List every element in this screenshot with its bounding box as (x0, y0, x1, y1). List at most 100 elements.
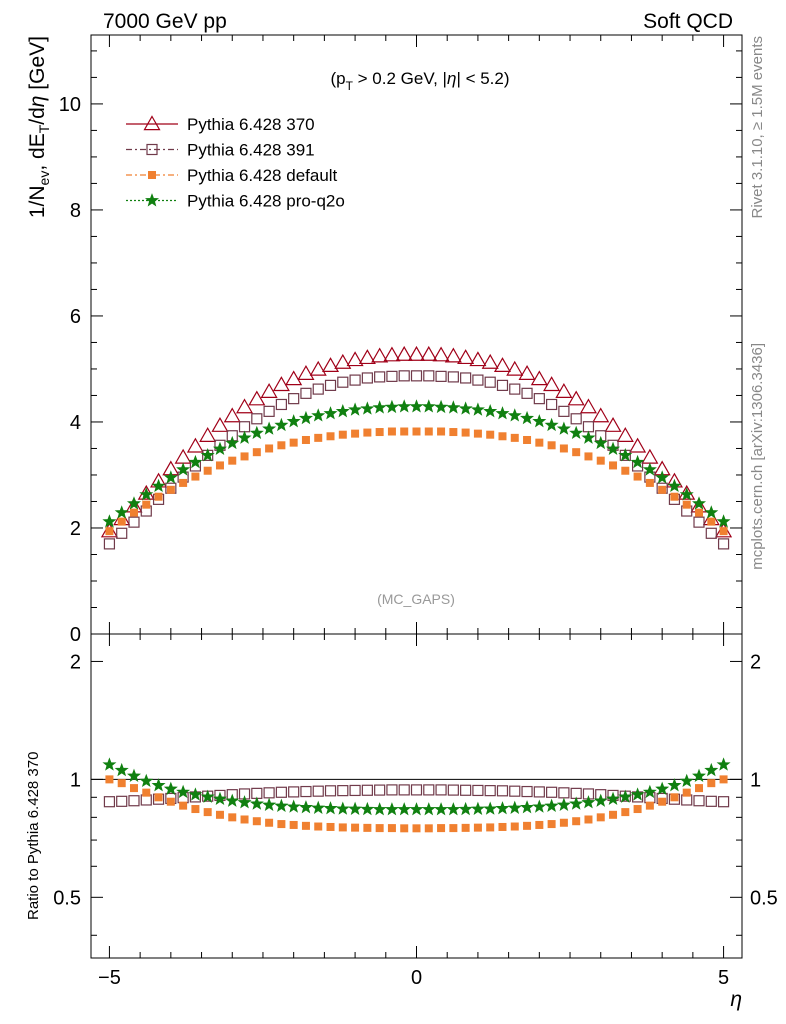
series-pythia-6-428-pro-q2o (102, 399, 731, 528)
data-point (616, 427, 634, 442)
ratio-point (447, 784, 459, 796)
ratio-point (314, 822, 323, 831)
ratio-series (102, 757, 731, 833)
ratio-point (483, 801, 498, 815)
data-point (179, 478, 188, 487)
main-series (100, 345, 733, 550)
data-point (420, 345, 438, 361)
ratio-point (400, 824, 409, 833)
ratio-point (496, 785, 509, 797)
y-tick-label: 0 (70, 624, 81, 646)
ratio-point (188, 787, 203, 801)
ratio-point (386, 784, 398, 796)
ratio-point (424, 824, 433, 833)
data-point (338, 430, 347, 439)
ratio-point (384, 802, 399, 816)
ratio-point (249, 796, 264, 810)
data-point (335, 404, 350, 418)
ratio-point (191, 805, 200, 814)
data-point (457, 349, 475, 365)
legend-label: Pythia 6.428 default (187, 166, 338, 185)
data-point (298, 410, 313, 425)
ratio-point (102, 757, 117, 771)
data-point (358, 349, 376, 365)
data-point (704, 505, 719, 519)
ratio-series-pythia-6-428-391 (103, 784, 730, 808)
ratio-point (387, 824, 396, 833)
data-point (186, 437, 204, 453)
x-tick-label: 0 (411, 967, 422, 989)
data-point (518, 365, 536, 380)
data-point (128, 516, 140, 528)
data-point (716, 514, 731, 528)
data-point (116, 527, 128, 539)
data-point (383, 346, 401, 362)
ratio-tick-labels: 0.5 0.5 1 1 2 2 −5 0 5 (53, 651, 778, 989)
ratio-point (360, 801, 375, 816)
ratio-point (593, 793, 608, 807)
ratio-frame (90, 633, 743, 959)
data-point (263, 405, 275, 417)
data-point (251, 413, 263, 425)
data-point (289, 438, 298, 447)
data-point (285, 370, 303, 386)
y-tick-label: 8 (70, 200, 81, 222)
ratio-point (572, 817, 581, 826)
ratio-point (679, 773, 694, 788)
ratio-point (707, 779, 716, 788)
data-point (533, 393, 545, 405)
data-point (630, 454, 645, 469)
ratio-point (151, 778, 166, 792)
data-point (483, 404, 498, 418)
data-point (707, 517, 716, 526)
ratio-point (446, 802, 461, 816)
ratio-point (473, 823, 482, 832)
ratio-point (633, 805, 642, 814)
data-point (126, 496, 141, 510)
ratio-point (705, 795, 717, 807)
data-point (670, 492, 679, 501)
ratio-point (117, 779, 126, 788)
data-point (645, 478, 654, 487)
ratio-point (312, 785, 324, 797)
legend-label: Pythia 6.428 391 (187, 141, 315, 160)
data-point (618, 448, 633, 462)
ratio-point (349, 784, 361, 797)
data-point (374, 371, 386, 383)
ratio-point (682, 788, 691, 797)
ratio-point (129, 784, 138, 793)
data-point (105, 527, 114, 536)
data-point (579, 398, 597, 414)
ratio-point (114, 762, 129, 777)
data-point (151, 478, 166, 493)
data-point (103, 538, 116, 550)
data-point (447, 371, 459, 383)
data-point (558, 405, 570, 417)
data-point (469, 351, 487, 367)
data-point (593, 435, 608, 450)
y-tick-label: 2 (70, 651, 81, 673)
data-point (567, 390, 585, 406)
data-point (300, 387, 312, 399)
ratio-point (203, 808, 212, 817)
data-point (484, 376, 496, 388)
ratio-point (642, 784, 657, 799)
data-point (321, 357, 340, 372)
ratio-series-pythia-6-428-default (105, 775, 728, 833)
ratio-point (520, 800, 535, 814)
y-tick-label: 10 (59, 94, 81, 116)
data-point (606, 441, 621, 455)
ratio-point (523, 821, 532, 830)
ratio-point (460, 784, 472, 796)
ratio-point (655, 781, 670, 795)
ratio-point (323, 801, 338, 815)
data-point (346, 351, 364, 367)
data-point (472, 374, 484, 386)
y-tick-label-right: 2 (750, 651, 761, 673)
ratio-point (410, 784, 423, 796)
ratio-point (435, 784, 447, 796)
ratio-y-axis-label: Ratio to Pythia 6.428 370 (25, 752, 42, 920)
ratio-point (533, 786, 545, 798)
ratio-panel: 0.5 0.5 1 1 2 2 −5 0 5 Ratio to Pythia 6.428 370… (25, 633, 778, 1011)
